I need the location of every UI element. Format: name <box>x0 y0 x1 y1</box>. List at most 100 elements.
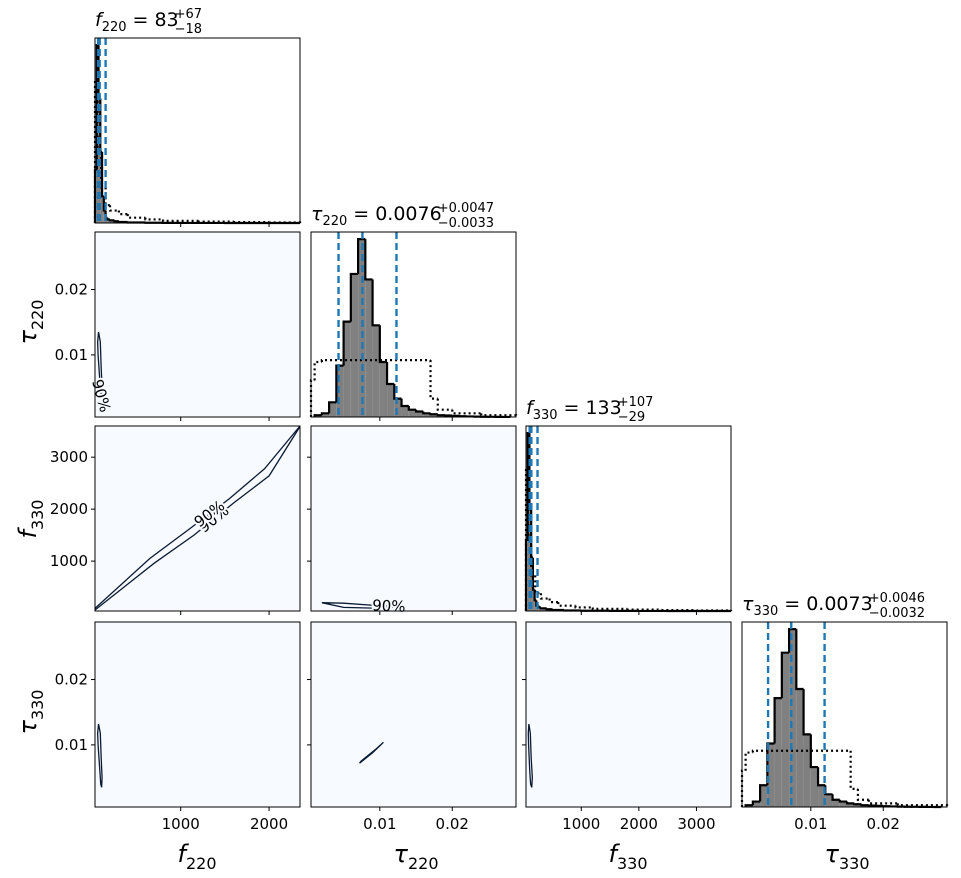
histogram-bar <box>825 794 833 807</box>
histogram-panel <box>95 38 300 223</box>
panel-title: f330 = 133 <box>526 397 622 423</box>
posterior-step <box>545 608 553 611</box>
x-tick-label: 0.02 <box>867 815 900 833</box>
posterior-step <box>414 409 424 413</box>
histogram-bar <box>854 804 862 807</box>
posterior-step <box>378 325 388 364</box>
prior-step <box>320 359 431 362</box>
histogram-bar <box>789 629 797 807</box>
title-subscript: 220 <box>322 214 347 229</box>
y-tick-label: 2000 <box>50 500 88 518</box>
posterior-step <box>356 238 366 274</box>
posterior-step <box>802 689 811 736</box>
pair-panel <box>95 232 300 417</box>
posterior-step <box>853 803 862 806</box>
prior-step <box>117 210 128 216</box>
prior-step <box>744 751 753 771</box>
histogram-bar <box>760 785 768 807</box>
panel-frame <box>741 621 948 808</box>
x-axis-label-subscript: 220 <box>408 854 439 873</box>
title-lower: −18 <box>175 22 202 37</box>
posterior-step <box>744 804 753 807</box>
posterior-step <box>400 398 409 408</box>
pair-panel <box>526 622 731 807</box>
posterior-step <box>335 364 344 403</box>
prior-step <box>539 593 550 600</box>
histogram-bar <box>107 219 111 223</box>
histogram-bar <box>538 607 541 611</box>
panel-frame <box>525 621 732 808</box>
histogram-bar <box>818 785 826 807</box>
posterior-step <box>831 794 840 801</box>
y-axis-label: τ330 <box>14 690 47 735</box>
prior-step <box>108 205 119 212</box>
contour <box>527 723 533 788</box>
pair-panel <box>95 426 300 611</box>
title-equals: = <box>784 593 800 615</box>
x-axis-label: τ220 <box>394 840 439 873</box>
title-upper: +0.0047 <box>438 201 494 216</box>
posterior-step <box>313 414 322 417</box>
posterior-step <box>422 411 431 415</box>
posterior-step <box>393 383 402 400</box>
histogram-bar <box>350 273 359 417</box>
pair-panel <box>311 622 516 807</box>
y-axis-label-symbol: τ <box>14 720 42 735</box>
contour <box>96 331 103 398</box>
x-tick-label: 3000 <box>677 815 715 833</box>
posterior-step <box>126 221 146 224</box>
posterior-step <box>342 320 351 366</box>
x-tick-label: 0.01 <box>794 815 827 833</box>
prior-step <box>197 220 234 223</box>
x-axis-label: τ330 <box>825 840 870 873</box>
y-tick-label: 0.02 <box>55 281 88 299</box>
histogram-bar <box>379 361 388 417</box>
posterior-step <box>526 432 530 540</box>
posterior-step <box>108 219 115 222</box>
prior-step <box>751 749 851 753</box>
posterior-step <box>436 414 446 417</box>
title-symbol: τ <box>742 593 754 615</box>
x-axis-label-subscript: 220 <box>186 854 217 873</box>
posterior-step <box>328 401 337 414</box>
contour <box>96 723 103 788</box>
histogram-bar <box>343 321 351 417</box>
title-symbol: f <box>526 397 536 419</box>
histogram-bar <box>321 413 330 417</box>
histogram-bar <box>336 365 344 417</box>
title-value: 133 <box>585 397 621 419</box>
posterior-step <box>845 801 855 805</box>
x-tick-label: 0.02 <box>436 815 469 833</box>
histogram-bar <box>832 799 840 807</box>
title-lower: −0.0033 <box>438 216 494 231</box>
x-tick-label: 0.01 <box>363 815 396 833</box>
posterior-step <box>838 799 848 803</box>
y-tick-label: 3000 <box>50 448 88 466</box>
prior-step <box>548 598 559 604</box>
histogram-bar <box>329 402 337 417</box>
posterior-step <box>795 629 804 691</box>
y-axis-label-symbol: τ <box>14 330 42 345</box>
prior-step <box>313 360 322 381</box>
y-tick-label: 1000 <box>50 552 88 570</box>
prior-step <box>867 799 898 805</box>
contour <box>94 426 301 611</box>
posterior-step <box>787 628 797 653</box>
contour <box>359 741 384 764</box>
posterior-step <box>773 696 782 744</box>
posterior-step <box>539 607 547 610</box>
panel-title: τ330 = 0.0073 <box>742 593 873 619</box>
title-value: 83 <box>154 9 178 31</box>
posterior-step <box>809 734 819 769</box>
posterior-step <box>102 196 106 212</box>
title-equals: = <box>564 397 580 419</box>
histogram-bar <box>365 279 373 417</box>
title-lower: −0.0032 <box>869 606 925 621</box>
posterior-step <box>320 412 330 416</box>
y-tick-label: 0.01 <box>55 346 88 364</box>
pair-panel <box>311 426 516 611</box>
title-symbol: τ <box>311 203 323 225</box>
posterior-step <box>364 239 373 281</box>
contour-label: 90% <box>372 596 406 616</box>
title-upper: +0.0046 <box>869 591 925 606</box>
